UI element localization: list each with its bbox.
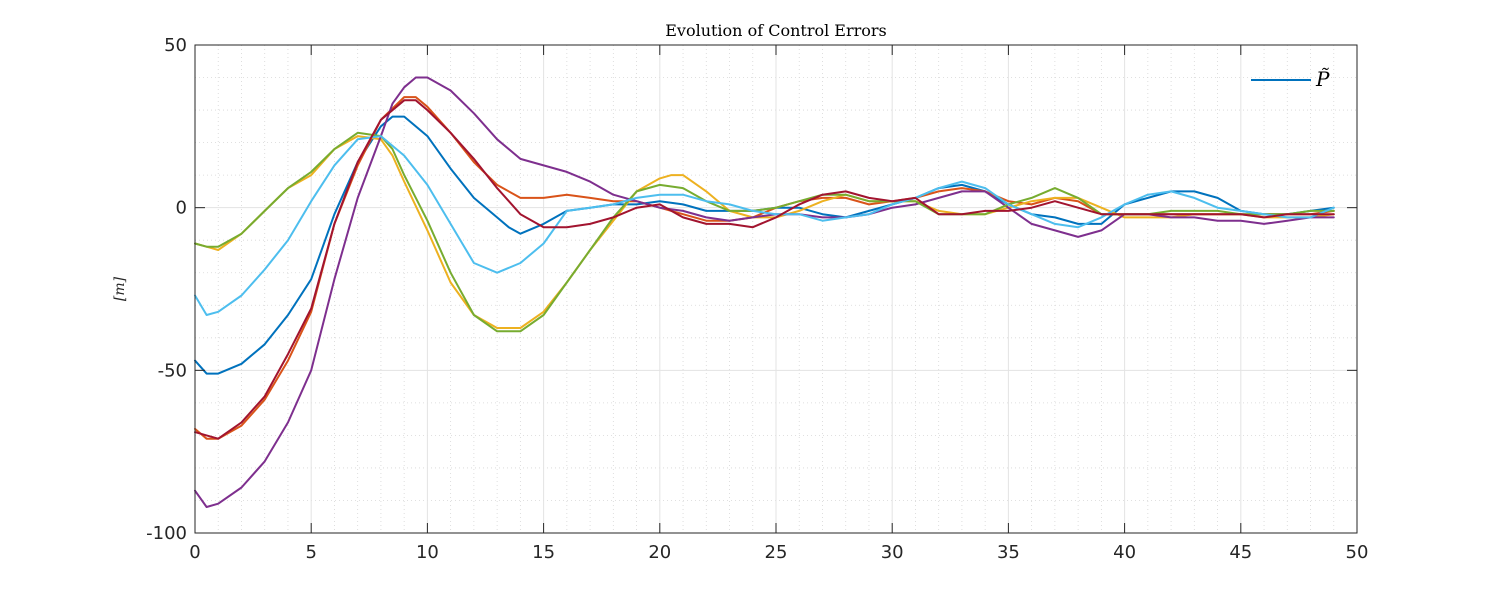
y-tick-labels: -100 -50 0 50 <box>146 35 187 544</box>
x-tick-label: 45 <box>1229 542 1252 563</box>
x-tick-label: 30 <box>881 542 904 563</box>
x-tick-label: 15 <box>532 542 555 563</box>
x-tick-label: 50 <box>1346 542 1369 563</box>
chart-title: Evolution of Control Errors <box>665 21 887 40</box>
x-tick-label: 35 <box>997 542 1020 563</box>
y-tick-label: 50 <box>164 35 187 56</box>
series-layer <box>194 76 1335 508</box>
series-line-6 <box>194 135 1335 316</box>
y-tick-label: -50 <box>158 360 187 381</box>
y-tick-label: -100 <box>146 523 187 544</box>
x-tick-label: 40 <box>1113 542 1136 563</box>
series-line-7 <box>194 99 1335 440</box>
y-axis-label: [m] <box>112 276 128 301</box>
x-tick-label: 20 <box>648 542 671 563</box>
axis-ticks <box>194 44 1358 534</box>
x-tick-label: 25 <box>765 542 788 563</box>
legend: P̃ <box>1251 67 1330 91</box>
x-tick-label: 0 <box>189 542 200 563</box>
x-tick-label: 5 <box>305 542 316 563</box>
y-tick-label: 0 <box>176 198 187 219</box>
x-tick-label: 10 <box>416 542 439 563</box>
legend-entry-label: P̃ <box>1315 67 1330 91</box>
x-tick-labels: 0 5 10 15 20 25 30 35 40 45 50 <box>189 542 1368 563</box>
